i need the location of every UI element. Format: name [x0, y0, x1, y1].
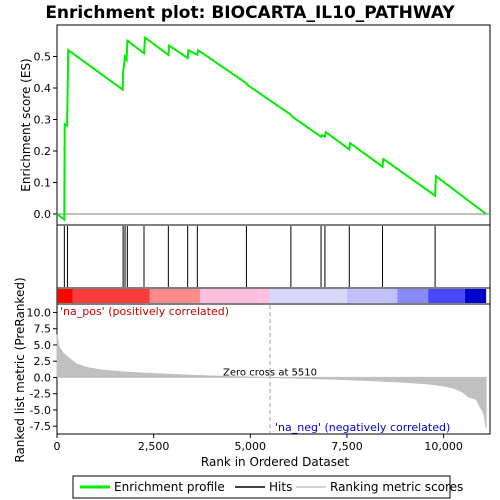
ranking-panel: 10.0 7.5 5.0 2.5 0.0 -2.5 -5.0 -7.5 'na_pos' (p…: [13, 277, 491, 463]
ranking-panel-frame: [56, 303, 491, 435]
x-ticks: 0 2,500 5,000 7,500 10,000: [54, 434, 463, 453]
color-band-panel: [56, 287, 491, 305]
ranking-y-axis-label: Ranked list metric (PreRanked): [13, 277, 27, 462]
es-panel-frame: [56, 24, 491, 226]
es-y-tick-label: 0.2: [34, 145, 52, 158]
hits-panel-frame: [56, 224, 491, 289]
hit-lines: [63, 226, 436, 287]
color-band-segment: [72, 289, 150, 303]
x-tick-label: 5,000: [235, 440, 267, 453]
ranking-y-tick-label: 10.0: [27, 306, 52, 319]
legend-label-hits: Hits: [269, 480, 292, 494]
x-tick-label: 10,000: [424, 440, 463, 453]
ranking-y-tick-label: 5.0: [34, 339, 52, 352]
legend: Enrichment profile Hits Ranking metric s…: [72, 475, 463, 499]
ranking-y-tick-label: -5.0: [30, 404, 51, 417]
color-band-segment: [346, 289, 398, 303]
enrichment-profile-line: [56, 35, 487, 222]
es-panel: 0.0 0.1 0.2 0.3 0.4 0.5 Enrichment score (ES): [19, 24, 491, 226]
legend-label-ranking: Ranking metric scores: [330, 480, 463, 494]
es-y-tick-label: 0.3: [34, 113, 52, 126]
ranking-y-tick-label: 7.5: [34, 323, 52, 336]
zero-cross-label: Zero cross at 5510: [223, 367, 317, 378]
hits-panel: [56, 224, 491, 289]
color-band-segment: [270, 289, 347, 303]
ranking-metric-area: [56, 334, 487, 429]
color-band-segment: [428, 289, 465, 303]
es-y-tick-label: 0.1: [34, 176, 52, 189]
x-axis-label: Rank in Ordered Dataset: [201, 455, 349, 469]
color-band-segments: [57, 289, 487, 303]
es-y-axis-label: Enrichment score (ES): [19, 58, 33, 191]
ranking-y-tick-label: 2.5: [34, 355, 52, 368]
na-pos-label: 'na_pos' (positively correlated): [60, 305, 229, 318]
chart-title: Enrichment plot: BIOCARTA_IL10_PATHWAY: [45, 3, 455, 23]
x-tick-label: 2,500: [138, 440, 170, 453]
ranking-y-tick-label: 0.0: [34, 371, 52, 384]
es-y-ticks: 0.0 0.1 0.2 0.3 0.4 0.5: [34, 50, 57, 221]
color-band-segment: [464, 289, 487, 303]
color-band-segment: [57, 289, 73, 303]
es-y-tick-label: 0.0: [34, 208, 52, 221]
x-tick-label: 0: [54, 440, 61, 453]
na-neg-label: 'na_neg' (negatively correlated): [275, 421, 450, 434]
legend-label-enrichment: Enrichment profile: [114, 480, 225, 494]
color-band-segment: [200, 289, 271, 303]
es-y-tick-label: 0.5: [34, 50, 52, 63]
color-band-segment: [149, 289, 201, 303]
x-tick-label: 7,500: [331, 440, 363, 453]
ranking-y-tick-label: -7.5: [30, 420, 51, 433]
ranking-y-ticks: 10.0 7.5 5.0 2.5 0.0 -2.5 -5.0 -7.5: [27, 306, 57, 433]
ranking-y-tick-label: -2.5: [30, 388, 51, 401]
es-y-tick-label: 0.4: [34, 82, 52, 95]
color-band-segment: [397, 289, 429, 303]
